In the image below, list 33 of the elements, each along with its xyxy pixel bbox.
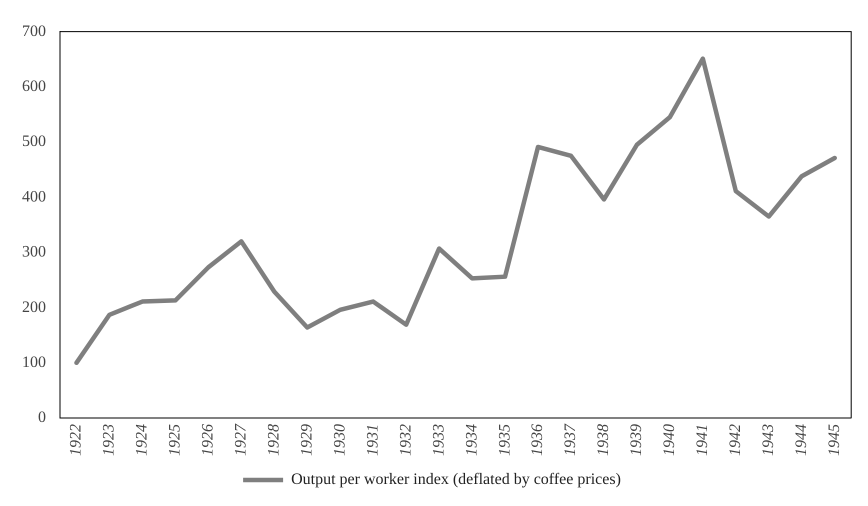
x-tick-label: 1931 [364,424,382,456]
x-tick-label: 1929 [298,424,316,456]
x-tick-label: 1935 [496,424,514,456]
x-tick-label: 1924 [134,424,151,456]
x-tick-label: 1933 [430,424,448,456]
x-tick-label: 1938 [595,424,612,456]
x-tick-label: 1923 [100,424,118,456]
y-tick-label: 100 [22,354,46,372]
x-tick-label: 1936 [529,424,546,456]
x-tick-label: 1925 [166,424,184,456]
y-tick-label: 300 [22,244,46,261]
x-tick-label: 1930 [331,424,348,456]
x-tick-label: 1927 [232,423,250,456]
y-tick-label: 500 [22,133,46,150]
x-tick-label: 1926 [200,424,217,456]
x-tick-label: 1944 [792,424,810,456]
x-tick-label: 1939 [628,424,646,456]
legend-label: Output per worker index (deflated by coffee prices) [291,471,621,488]
x-tick-label: 1937 [562,423,580,456]
x-tick-label: 1940 [661,424,678,456]
y-tick-label: 200 [22,298,46,316]
x-tick-label: 1932 [397,424,414,456]
x-tick-label: 1945 [826,424,843,456]
x-tick-label: 1943 [760,424,777,456]
x-tick-label: 1934 [463,424,480,456]
y-tick-label: 400 [22,188,46,206]
x-tick-label: 1941 [694,424,712,456]
y-tick-label: 600 [22,78,46,96]
y-tick-label: 0 [38,409,46,426]
x-tick-label: 1922 [68,424,85,456]
x-tick-label: 1928 [265,424,282,456]
x-tick-label: 1942 [727,424,744,456]
y-tick-label: 700 [22,22,46,40]
